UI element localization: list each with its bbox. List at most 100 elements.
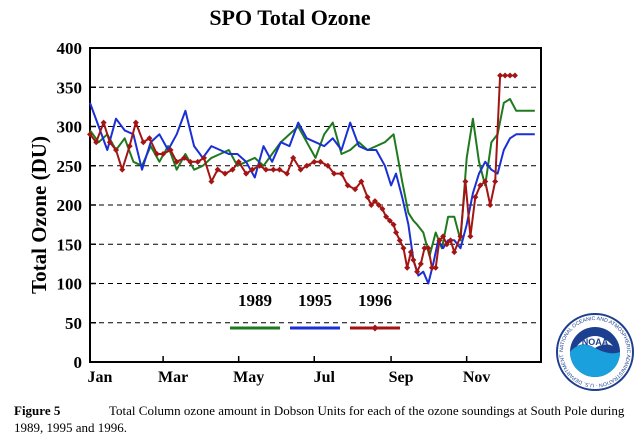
data-point-1996 — [297, 166, 304, 173]
data-point-1996 — [443, 241, 450, 248]
data-point-1996 — [502, 72, 509, 79]
x-tick-label: May — [233, 369, 264, 386]
series-line-1995 — [89, 102, 535, 285]
data-point-1996 — [344, 182, 351, 189]
data-point-1996 — [472, 194, 479, 201]
legend-label-1995: 1995 — [298, 291, 332, 310]
data-point-1996 — [222, 170, 229, 177]
y-tick-label: 0 — [74, 353, 83, 372]
data-point-1996 — [358, 178, 365, 185]
data-point-1996 — [390, 221, 397, 228]
data-point-1996 — [467, 233, 474, 240]
data-point-1996 — [153, 150, 160, 157]
data-point-1996 — [364, 194, 371, 201]
y-tick-label: 50 — [65, 314, 82, 333]
figure-caption: Figure 5 Total Column ozone amount in Dob… — [14, 402, 634, 436]
data-point-1996 — [276, 166, 283, 173]
data-point-1996 — [338, 170, 345, 177]
data-point-1996 — [410, 256, 417, 263]
data-point-1996 — [146, 135, 153, 142]
data-point-1996 — [393, 229, 400, 236]
data-point-1996 — [379, 205, 386, 212]
data-point-1996 — [371, 198, 378, 205]
data-point-1996 — [352, 186, 359, 193]
data-point-1996 — [428, 264, 435, 271]
data-point-1996 — [181, 154, 188, 161]
y-axis-label: Total Ozone (DU) — [27, 136, 51, 294]
data-point-1996 — [132, 119, 139, 126]
data-point-1996 — [404, 264, 411, 271]
data-point-1996 — [317, 158, 324, 165]
data-point-1996 — [87, 131, 93, 138]
data-point-1996 — [126, 143, 133, 150]
data-point-1996 — [487, 202, 494, 208]
data-point-1996 — [451, 249, 458, 256]
figure-caption-text: Total Column ozone amount in Dobson Unit… — [14, 403, 625, 435]
data-point-1996 — [417, 260, 424, 267]
x-tick-label: Sep — [389, 369, 414, 386]
y-tick-label: 100 — [57, 275, 83, 294]
axes: 0 50 100 150 200 250 300 350 400 Jan Mar May Jul Sep N… — [57, 39, 542, 386]
grid — [90, 86, 541, 324]
data-point-1996 — [386, 217, 393, 224]
data-point-1996 — [194, 158, 201, 165]
data-point-1996 — [93, 139, 100, 146]
data-point-1996 — [368, 202, 375, 208]
data-point-1996 — [383, 213, 390, 220]
y-tick-label: 250 — [57, 157, 83, 176]
data-point-1996 — [414, 268, 421, 275]
data-point-1996 — [262, 166, 269, 173]
data-point-1996 — [284, 170, 291, 177]
legend-marker-1996 — [371, 324, 379, 332]
series-group — [87, 72, 535, 285]
data-point-1996 — [432, 264, 439, 271]
plot-frame — [89, 47, 542, 363]
data-point-1996 — [507, 72, 514, 79]
data-point-1996 — [331, 170, 338, 177]
data-point-1996 — [396, 237, 403, 244]
data-point-1996 — [477, 182, 484, 189]
y-tick-label: 150 — [57, 235, 83, 254]
y-tick-label: 350 — [57, 78, 83, 97]
data-point-1996 — [457, 233, 464, 240]
data-point-1996 — [324, 162, 331, 169]
data-point-1996 — [229, 166, 236, 173]
data-point-1996 — [436, 237, 443, 244]
x-tick-label: Mar — [158, 369, 188, 386]
data-point-1996 — [497, 72, 504, 79]
data-point-1996 — [400, 245, 407, 252]
x-tick-label: Nov — [463, 369, 491, 386]
data-point-1996 — [256, 162, 263, 169]
data-point-1996 — [100, 119, 107, 126]
data-point-1996 — [249, 166, 256, 173]
y-tick-label: 300 — [57, 118, 83, 137]
y-tick-label: 200 — [57, 196, 83, 215]
data-point-1996 — [243, 170, 250, 177]
x-tick-label: Jan — [88, 369, 113, 386]
series-line-1989 — [89, 98, 535, 257]
data-point-1996 — [421, 245, 428, 252]
data-point-1996 — [235, 158, 242, 165]
data-point-1996 — [511, 72, 518, 79]
legend-label-1996: 1996 — [358, 291, 392, 310]
chart-title: SPO Total Ozone — [209, 5, 371, 30]
data-point-1996 — [119, 166, 126, 173]
data-point-1996 — [462, 178, 469, 185]
x-tick-label: Jul — [314, 369, 336, 386]
data-point-1996 — [425, 245, 432, 252]
data-point-1996 — [407, 249, 414, 256]
data-point-1996 — [208, 178, 215, 185]
logo-text: NOAA — [582, 337, 609, 347]
data-point-1996 — [492, 178, 499, 185]
data-point-1996 — [113, 147, 120, 154]
data-point-1996 — [375, 202, 382, 208]
data-point-1996 — [106, 139, 113, 146]
data-point-1996 — [140, 139, 147, 146]
data-point-1996 — [214, 166, 221, 173]
data-point-1996 — [173, 158, 180, 165]
data-point-1996 — [303, 162, 310, 169]
y-tick-label: 400 — [57, 39, 83, 58]
noaa-seal-icon: NATIONAL OCEANIC AND ATMOSPHERIC ADMINIS… — [555, 312, 634, 391]
data-point-1996 — [290, 154, 297, 161]
chart: SPO Total Ozone Total Ozone (DU) 0 50 100 1… — [27, 5, 542, 386]
